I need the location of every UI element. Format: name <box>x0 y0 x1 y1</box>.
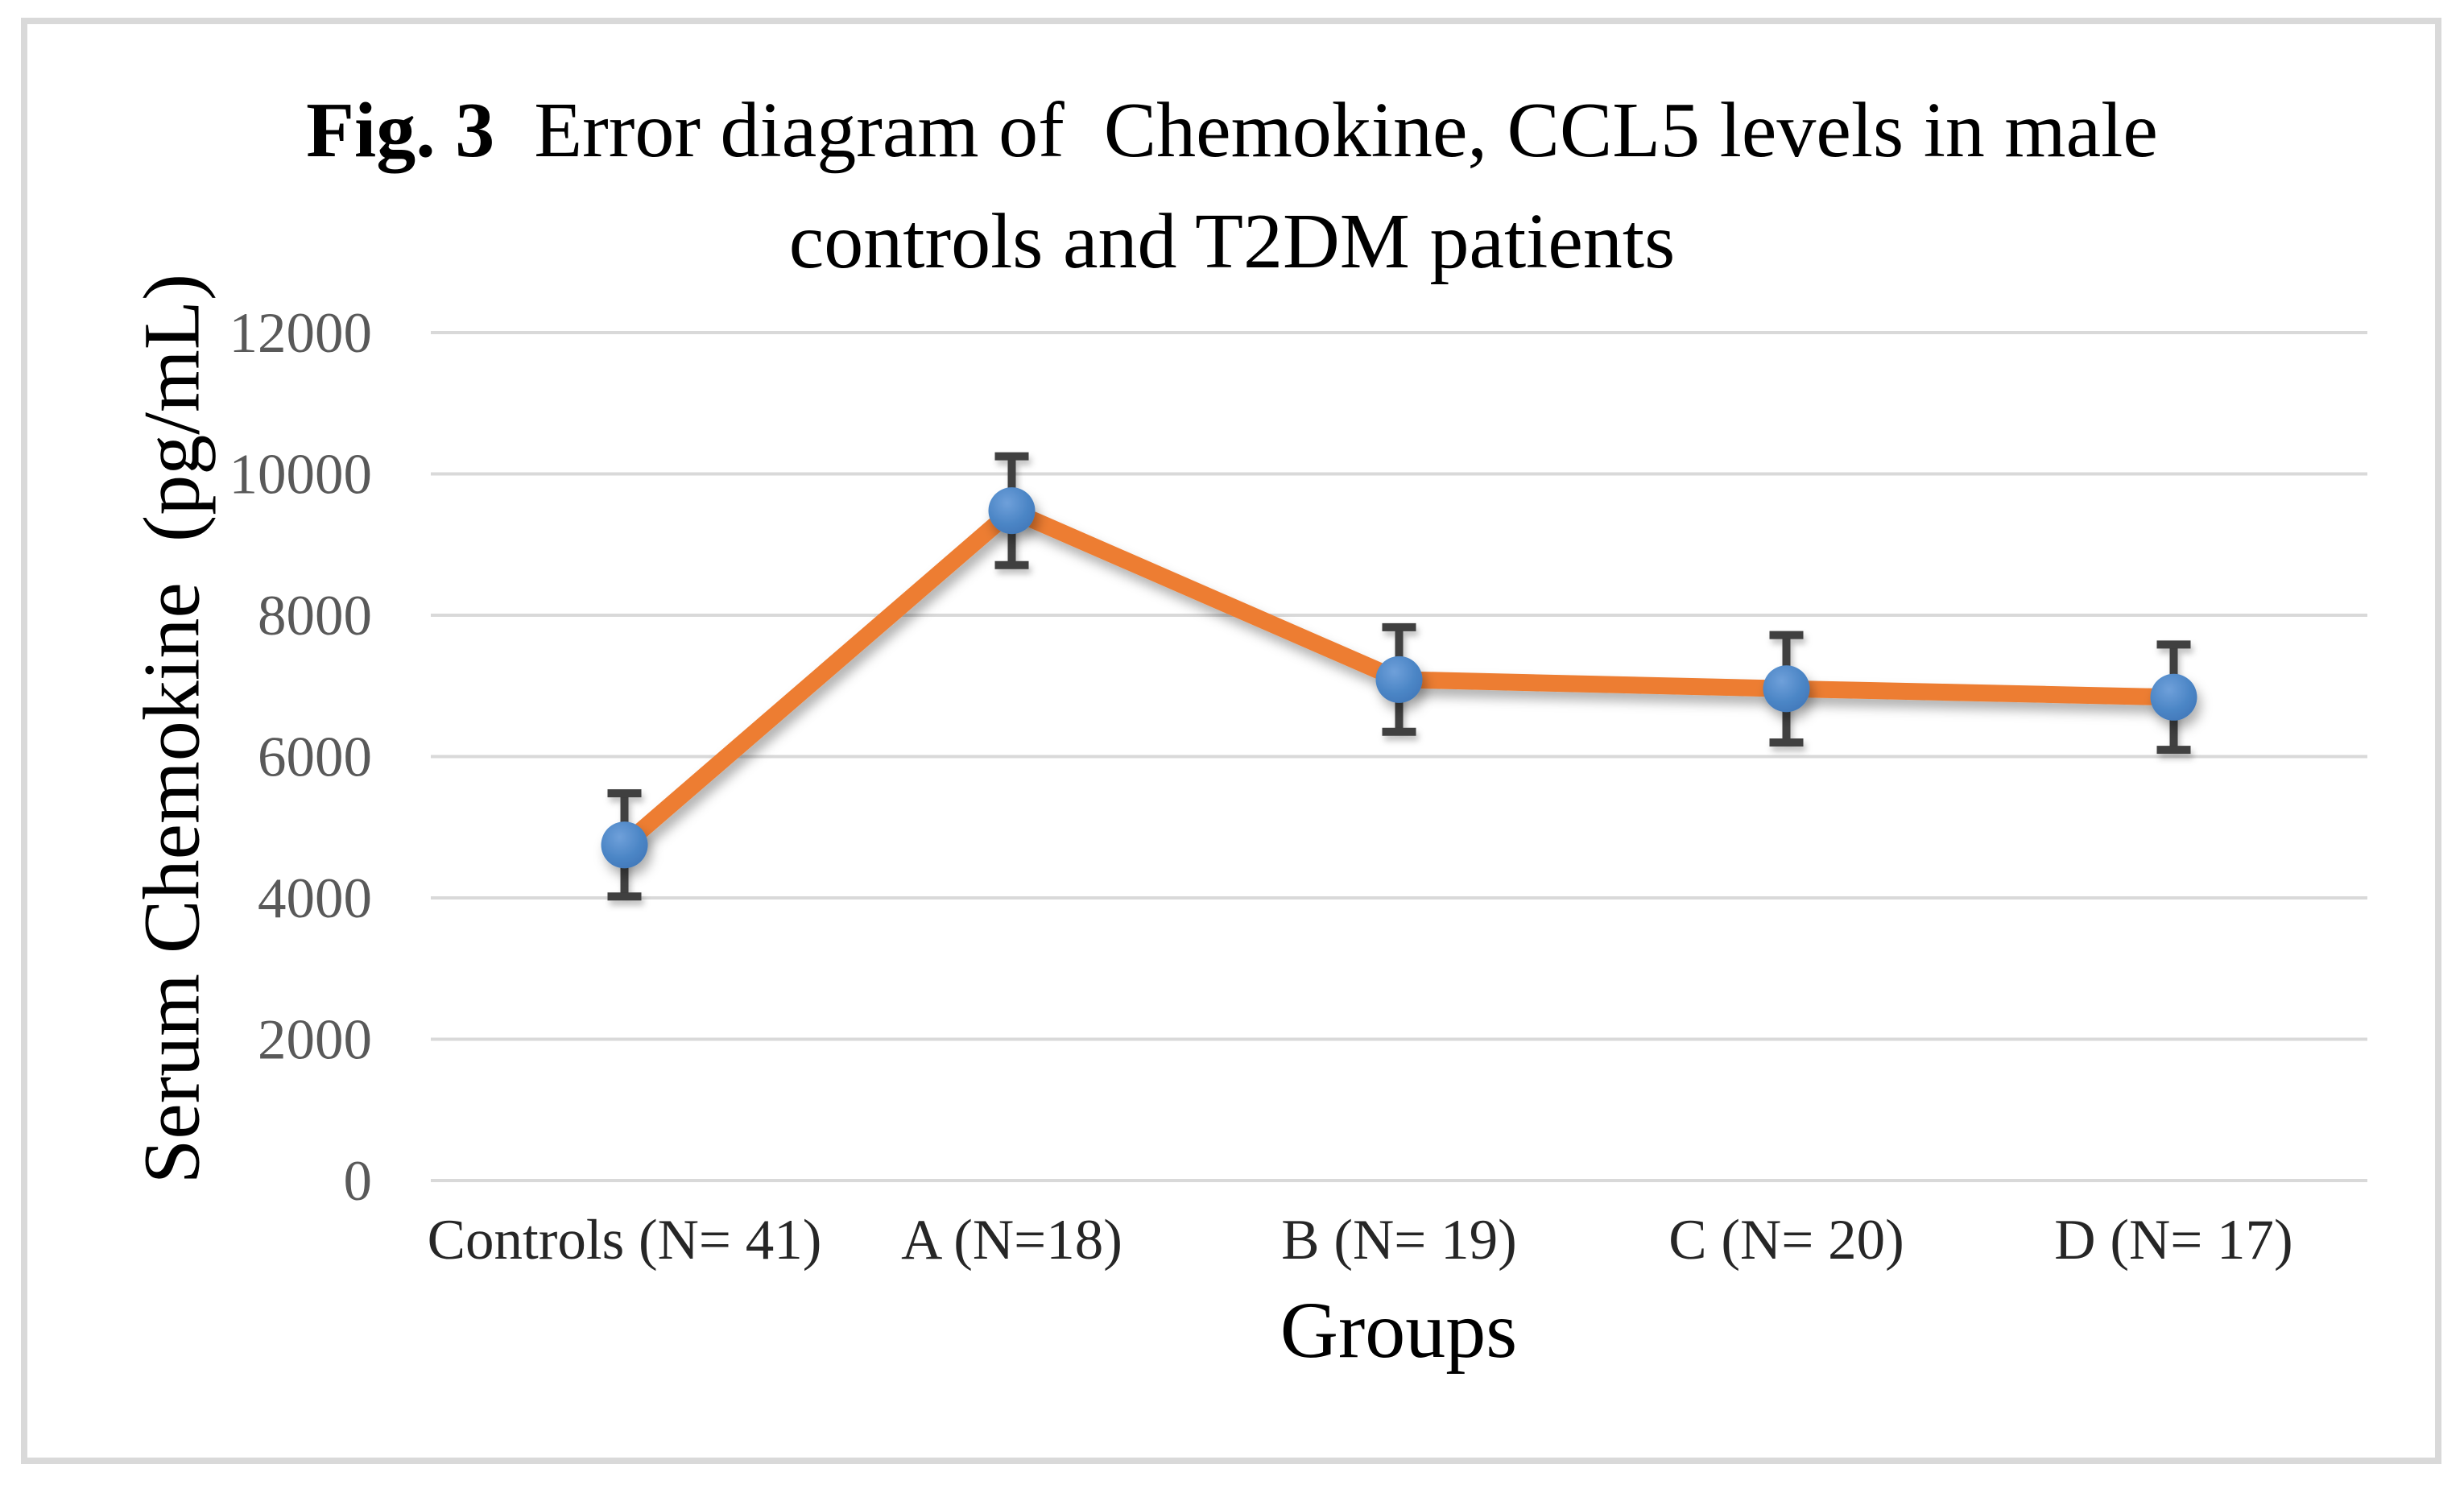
y-tick-label: 2000 <box>258 1009 372 1072</box>
x-tick-label: Controls (N= 41) <box>428 1209 822 1272</box>
y-tick-label: 6000 <box>258 726 372 789</box>
y-tick-label: 10000 <box>229 444 373 507</box>
chart-title-prefix: Fig. 3 <box>306 87 495 174</box>
data-point-marker <box>988 487 1036 535</box>
chart-title-line1: Error diagram of Chemokine, CCL5 levels … <box>494 87 2158 174</box>
x-tick-label: A (N=18) <box>901 1209 1122 1272</box>
chart-title: Fig. 3 Error diagram of Chemokine, CCL5 … <box>0 75 2464 297</box>
data-point-marker <box>1763 665 1810 713</box>
x-tick-label: C (N= 20) <box>1668 1209 1904 1272</box>
gridlines-group <box>431 331 2367 1182</box>
y-tick-labels-group: 0 2000 4000 6000 8000 10000 12000 <box>229 302 373 1213</box>
x-tick-label: B (N= 19) <box>1281 1209 1516 1272</box>
x-axis-title: Groups <box>1280 1285 1518 1375</box>
plot-area <box>601 452 2197 901</box>
y-tick-label: 8000 <box>258 585 372 647</box>
y-tick-label: 4000 <box>258 867 372 930</box>
data-point-marker <box>2150 673 2197 721</box>
y-tick-label: 12000 <box>229 302 373 365</box>
data-point-marker <box>601 821 648 869</box>
y-tick-label: 0 <box>344 1150 373 1213</box>
x-tick-labels-group: Controls (N= 41) A (N=18) B (N= 19) C (N= 2… <box>428 1209 2293 1272</box>
chart-title-line2: controls and T2DM patients <box>788 198 1676 285</box>
data-point-marker <box>1375 656 1423 703</box>
x-tick-label: D (N= 17) <box>2054 1209 2292 1272</box>
